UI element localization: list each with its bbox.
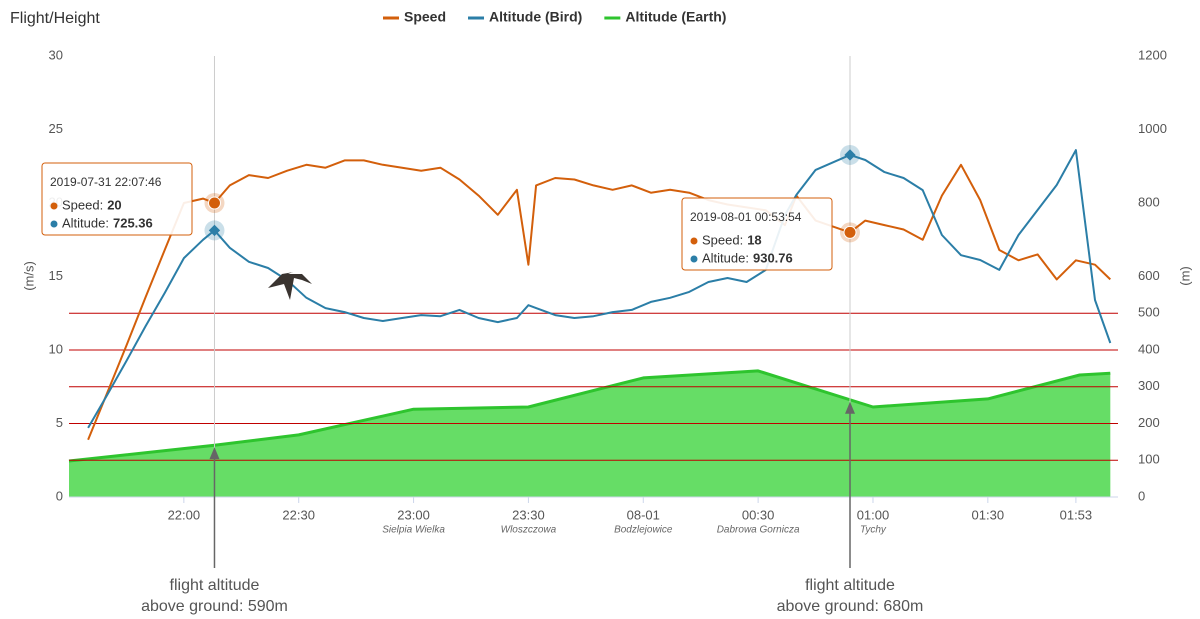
y-tick-label: 15 [49,268,63,283]
legend-label: Altitude (Earth) [625,9,726,25]
x-tick-label: 00:30 [742,507,775,522]
y2-tick-label: 400 [1138,341,1160,356]
annotation-text: above ground: 680m [777,598,924,615]
y2-tick-label: 0 [1138,488,1145,503]
chart: Flight/Height (m/s) (m) 0510152025300100… [0,0,1200,619]
tooltip-bullet [51,221,58,228]
y2-tick-label: 600 [1138,268,1160,283]
x-tick-label: 01:53 [1060,507,1093,522]
tooltip-label: Altitude: [62,215,109,230]
y2-tick-label: 1000 [1138,121,1167,136]
legend-label: Speed [404,9,446,25]
tooltip: 2019-08-01 00:53:54 Speed: 18 Altitude: 930.… [682,198,832,270]
x-tick-label: 23:30 [512,507,545,522]
x-tick-label: 23:00 [397,507,430,522]
y-tick-label: 5 [56,415,63,430]
annotation-text: above ground: 590m [141,598,288,615]
y-axis-label: (m/s) [21,261,36,291]
x-tick-label: 22:00 [168,507,201,522]
tooltip-label: Altitude: [702,250,749,265]
x-tick-label: 08-01 [627,507,660,522]
place-label: Wloszczowa [501,525,557,536]
tooltip-bullet [691,256,698,263]
tooltip-time: 2019-08-01 00:53:54 [690,210,802,224]
y2-tick-label: 500 [1138,305,1160,320]
tooltip-label: Speed: [702,232,743,247]
y-tick-label: 30 [49,47,63,62]
y2-tick-label: 800 [1138,194,1160,209]
y2-tick-label: 300 [1138,378,1160,393]
place-label: Tychy [860,525,887,536]
x-tick-label: 22:30 [282,507,315,522]
tooltip-label: Speed: [62,197,103,212]
x-tick-label: 01:00 [857,507,890,522]
annotation-text: flight altitude [170,577,260,594]
x-tick-label: 01:30 [972,507,1005,522]
tooltip-bullet [51,203,58,210]
y2-axis-label: (m) [1177,266,1192,286]
place-label: Bodzlejowice [614,525,673,536]
tooltip-value: 930.76 [753,250,793,265]
tooltip-bullet [691,238,698,245]
annotation-text: flight altitude [805,577,895,594]
place-label: Sielpia Wielka [382,525,445,536]
tooltip: 2019-07-31 22:07:46 Speed: 20 Altitude: 725.… [42,163,192,235]
speed-marker [208,197,220,209]
y2-tick-label: 200 [1138,415,1160,430]
tooltip-time: 2019-07-31 22:07:46 [50,175,162,189]
place-label: Dabrowa Gornicza [717,525,800,536]
tooltip-value: 725.36 [113,215,153,230]
tooltip-value: 18 [747,232,761,247]
y2-tick-label: 100 [1138,452,1160,467]
tooltip-value: 20 [107,197,121,212]
y-tick-label: 0 [56,488,63,503]
y2-tick-label: 1200 [1138,47,1167,62]
y-tick-label: 25 [49,121,63,136]
background [0,0,1200,619]
speed-marker [844,226,856,238]
legend-label: Altitude (Bird) [489,9,582,25]
chart-title: Flight/Height [10,10,100,27]
y-tick-label: 10 [49,341,63,356]
